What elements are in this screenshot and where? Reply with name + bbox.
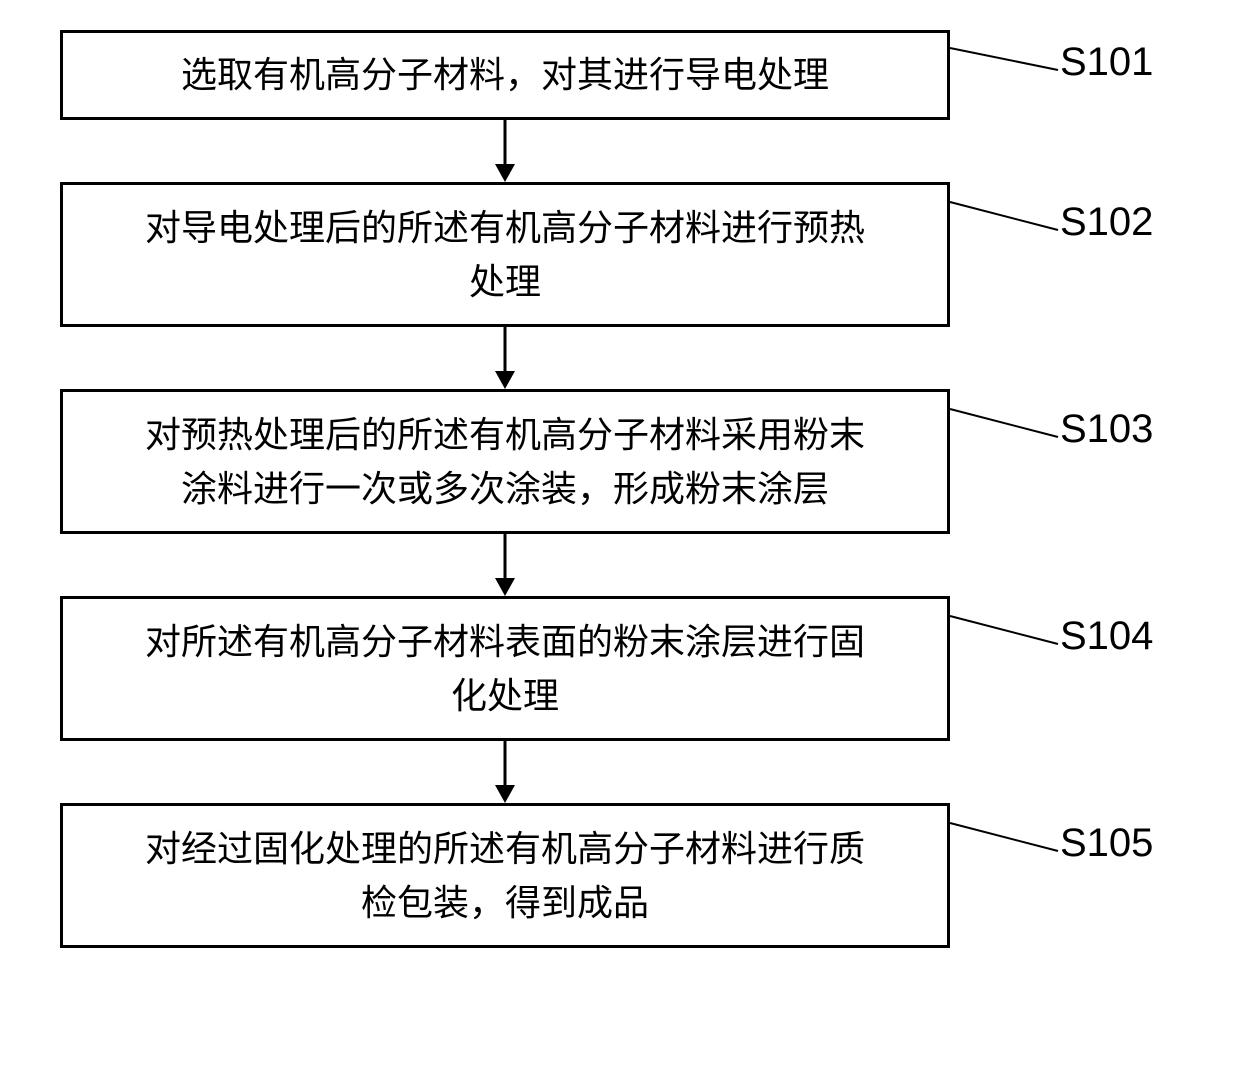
step-row: 对经过固化处理的所述有机高分子材料进行质 检包装，得到成品 S105 [60, 803, 1180, 948]
step-box-s104: 对所述有机高分子材料表面的粉末涂层进行固 化处理 [60, 596, 950, 741]
connector-arrow [60, 534, 950, 596]
step-row: 对预热处理后的所述有机高分子材料采用粉末 涂料进行一次或多次涂装，形成粉末涂层 … [60, 389, 1180, 534]
step-label-s105: S105 [1060, 821, 1153, 866]
connector-arrow [60, 327, 950, 389]
connector-arrow [60, 120, 950, 182]
step-row: 选取有机高分子材料，对其进行导电处理 S101 [60, 30, 1180, 120]
connector-arrow [60, 741, 950, 803]
step-label-s103: S103 [1060, 407, 1153, 452]
step-row: 对导电处理后的所述有机高分子材料进行预热 处理 S102 [60, 182, 1180, 327]
flowchart-container: 选取有机高分子材料，对其进行导电处理 S101 对导电处理后的所述有机高分子材料… [60, 30, 1180, 948]
step-text: 对所述有机高分子材料表面的粉末涂层进行固 化处理 [145, 615, 865, 723]
step-text: 对导电处理后的所述有机高分子材料进行预热 处理 [145, 201, 865, 309]
step-text: 对经过固化处理的所述有机高分子材料进行质 检包装，得到成品 [145, 822, 865, 930]
step-box-s103: 对预热处理后的所述有机高分子材料采用粉末 涂料进行一次或多次涂装，形成粉末涂层 [60, 389, 950, 534]
step-box-s101: 选取有机高分子材料，对其进行导电处理 [60, 30, 950, 120]
step-box-s105: 对经过固化处理的所述有机高分子材料进行质 检包装，得到成品 [60, 803, 950, 948]
step-label-s104: S104 [1060, 614, 1153, 659]
step-row: 对所述有机高分子材料表面的粉末涂层进行固 化处理 S104 [60, 596, 1180, 741]
step-text: 对预热处理后的所述有机高分子材料采用粉末 涂料进行一次或多次涂装，形成粉末涂层 [145, 408, 865, 516]
step-label-s101: S101 [1060, 40, 1153, 85]
step-label-s102: S102 [1060, 200, 1153, 245]
step-text: 选取有机高分子材料，对其进行导电处理 [181, 48, 829, 102]
step-box-s102: 对导电处理后的所述有机高分子材料进行预热 处理 [60, 182, 950, 327]
